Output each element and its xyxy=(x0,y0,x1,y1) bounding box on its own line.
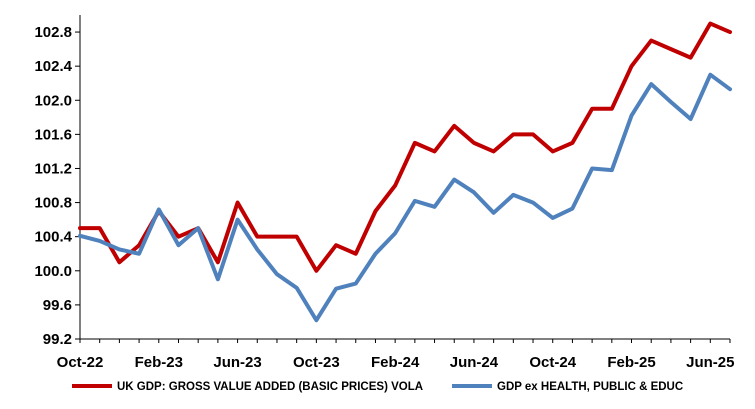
x-tick-label: Feb-25 xyxy=(607,354,655,371)
y-tick-label: 99.6 xyxy=(43,297,72,314)
x-tick-label: Jun-24 xyxy=(450,354,499,371)
y-tick-label: 101.6 xyxy=(34,126,72,143)
legend-item-gdp-ex-health: GDP ex HEALTH, PUBLIC & EDUC xyxy=(452,381,683,393)
y-tick-label: 100.8 xyxy=(34,195,72,212)
y-tick-label: 100.0 xyxy=(34,263,72,280)
plot-area: 99.2 99.6 100.0 100.4 100.8 101.2 101.6 102.0 10… xyxy=(34,15,734,371)
legend-label-uk-gdp: UK GDP: GROSS VALUE ADDED (BASIC PRICES)… xyxy=(117,381,423,393)
x-tick-label: Oct-24 xyxy=(529,354,576,371)
y-tick-label: 99.2 xyxy=(43,331,72,348)
series-lines xyxy=(78,21,732,323)
series-line-gdp-ex-health xyxy=(78,72,732,323)
x-tick-label: Jun-23 xyxy=(213,354,261,371)
x-tick-label: Oct-23 xyxy=(293,354,340,371)
y-tick-label: 101.2 xyxy=(34,160,72,177)
legend-item-uk-gdp: UK GDP: GROSS VALUE ADDED (BASIC PRICES)… xyxy=(72,381,423,393)
y-tick-label: 102.8 xyxy=(34,24,72,41)
y-tick-label: 102.4 xyxy=(34,58,72,75)
y-tick-label: 100.4 xyxy=(34,229,72,246)
series-line-uk-gdp xyxy=(78,21,732,273)
x-tick-label: Oct-22 xyxy=(57,354,104,371)
legend-label-gdp-ex-health: GDP ex HEALTH, PUBLIC & EDUC xyxy=(497,381,683,393)
x-tick-label: Jun-25 xyxy=(686,354,734,371)
x-tick-label: Feb-23 xyxy=(135,354,183,371)
legend: UK GDP: GROSS VALUE ADDED (BASIC PRICES)… xyxy=(72,381,683,393)
y-tick-label: 102.0 xyxy=(34,92,72,109)
y-axis-ticks: 99.2 99.6 100.0 100.4 100.8 101.2 101.6 102.0 10… xyxy=(34,24,80,348)
x-axis-ticks: Oct-22 Feb-23 Jun-23 Oct-23 Feb-24 Jun-24 Oct-… xyxy=(57,339,734,371)
x-tick-label: Feb-24 xyxy=(371,354,420,371)
